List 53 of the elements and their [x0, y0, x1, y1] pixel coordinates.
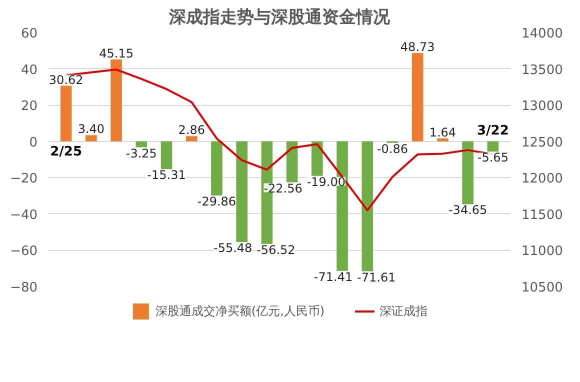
data-label: -56.52 — [256, 242, 296, 257]
y2-tick-label: 13000 — [522, 99, 563, 114]
y-tick-label: 40 — [20, 62, 38, 78]
y2-tick-label: 11000 — [522, 244, 563, 260]
y-tick-label: 20 — [20, 99, 38, 114]
y2-tick-label: 12000 — [522, 172, 563, 187]
bar — [312, 141, 323, 176]
bar — [86, 135, 97, 142]
bar — [160, 141, 172, 170]
y2-tick-label: 12500 — [522, 135, 563, 150]
data-label: -71.61 — [357, 270, 396, 284]
data-label: 2.86 — [178, 123, 205, 138]
data-label: -71.41 — [314, 270, 353, 284]
bar — [286, 141, 298, 182]
bar — [462, 141, 474, 204]
data-label: -29.86 — [197, 194, 236, 209]
y2-tick-label: 14000 — [522, 26, 563, 42]
y-tick-label: −60 — [10, 244, 38, 260]
y2-tick-label: 11500 — [522, 208, 563, 223]
data-label: -19.00 — [306, 174, 346, 189]
data-label: -15.31 — [147, 168, 186, 182]
data-label: -5.65 — [477, 150, 508, 165]
data-label: 45.15 — [99, 46, 134, 60]
y-tick-label: 60 — [20, 26, 38, 42]
y2-tick-label: 10500 — [522, 280, 563, 296]
bar — [362, 141, 374, 272]
bar — [186, 136, 198, 142]
data-label: 1.64 — [429, 125, 456, 140]
y-tick-label: −20 — [10, 172, 38, 187]
y-tick-label: −80 — [10, 280, 38, 296]
bar — [412, 52, 424, 142]
data-label: -34.65 — [448, 203, 488, 218]
legend-label: 深股通成交净买额(亿元,人民币) — [155, 302, 325, 320]
data-label: -0.86 — [376, 142, 408, 156]
data-label: 3.40 — [78, 122, 105, 136]
data-label: -3.25 — [126, 146, 157, 160]
x-tick-label: 2/25 — [50, 144, 82, 160]
y2-tick-label: 13500 — [522, 62, 563, 78]
chart-title: 深成指走势与深股通资金情况 — [168, 8, 391, 28]
bar — [136, 141, 148, 148]
data-label: -22.56 — [264, 181, 302, 196]
data-label: -55.48 — [213, 241, 252, 256]
x-tick-label: 3/22 — [476, 123, 509, 138]
bar — [211, 141, 222, 196]
y-tick-label: 0 — [29, 135, 38, 150]
data-label: 30.62 — [48, 72, 84, 87]
bar — [236, 141, 248, 242]
y-tick-label: −40 — [10, 208, 38, 223]
bar — [60, 86, 72, 142]
bar — [110, 59, 122, 142]
data-label: 48.73 — [400, 40, 435, 54]
bar — [437, 138, 448, 142]
legend-label: 深证成指 — [380, 302, 428, 320]
